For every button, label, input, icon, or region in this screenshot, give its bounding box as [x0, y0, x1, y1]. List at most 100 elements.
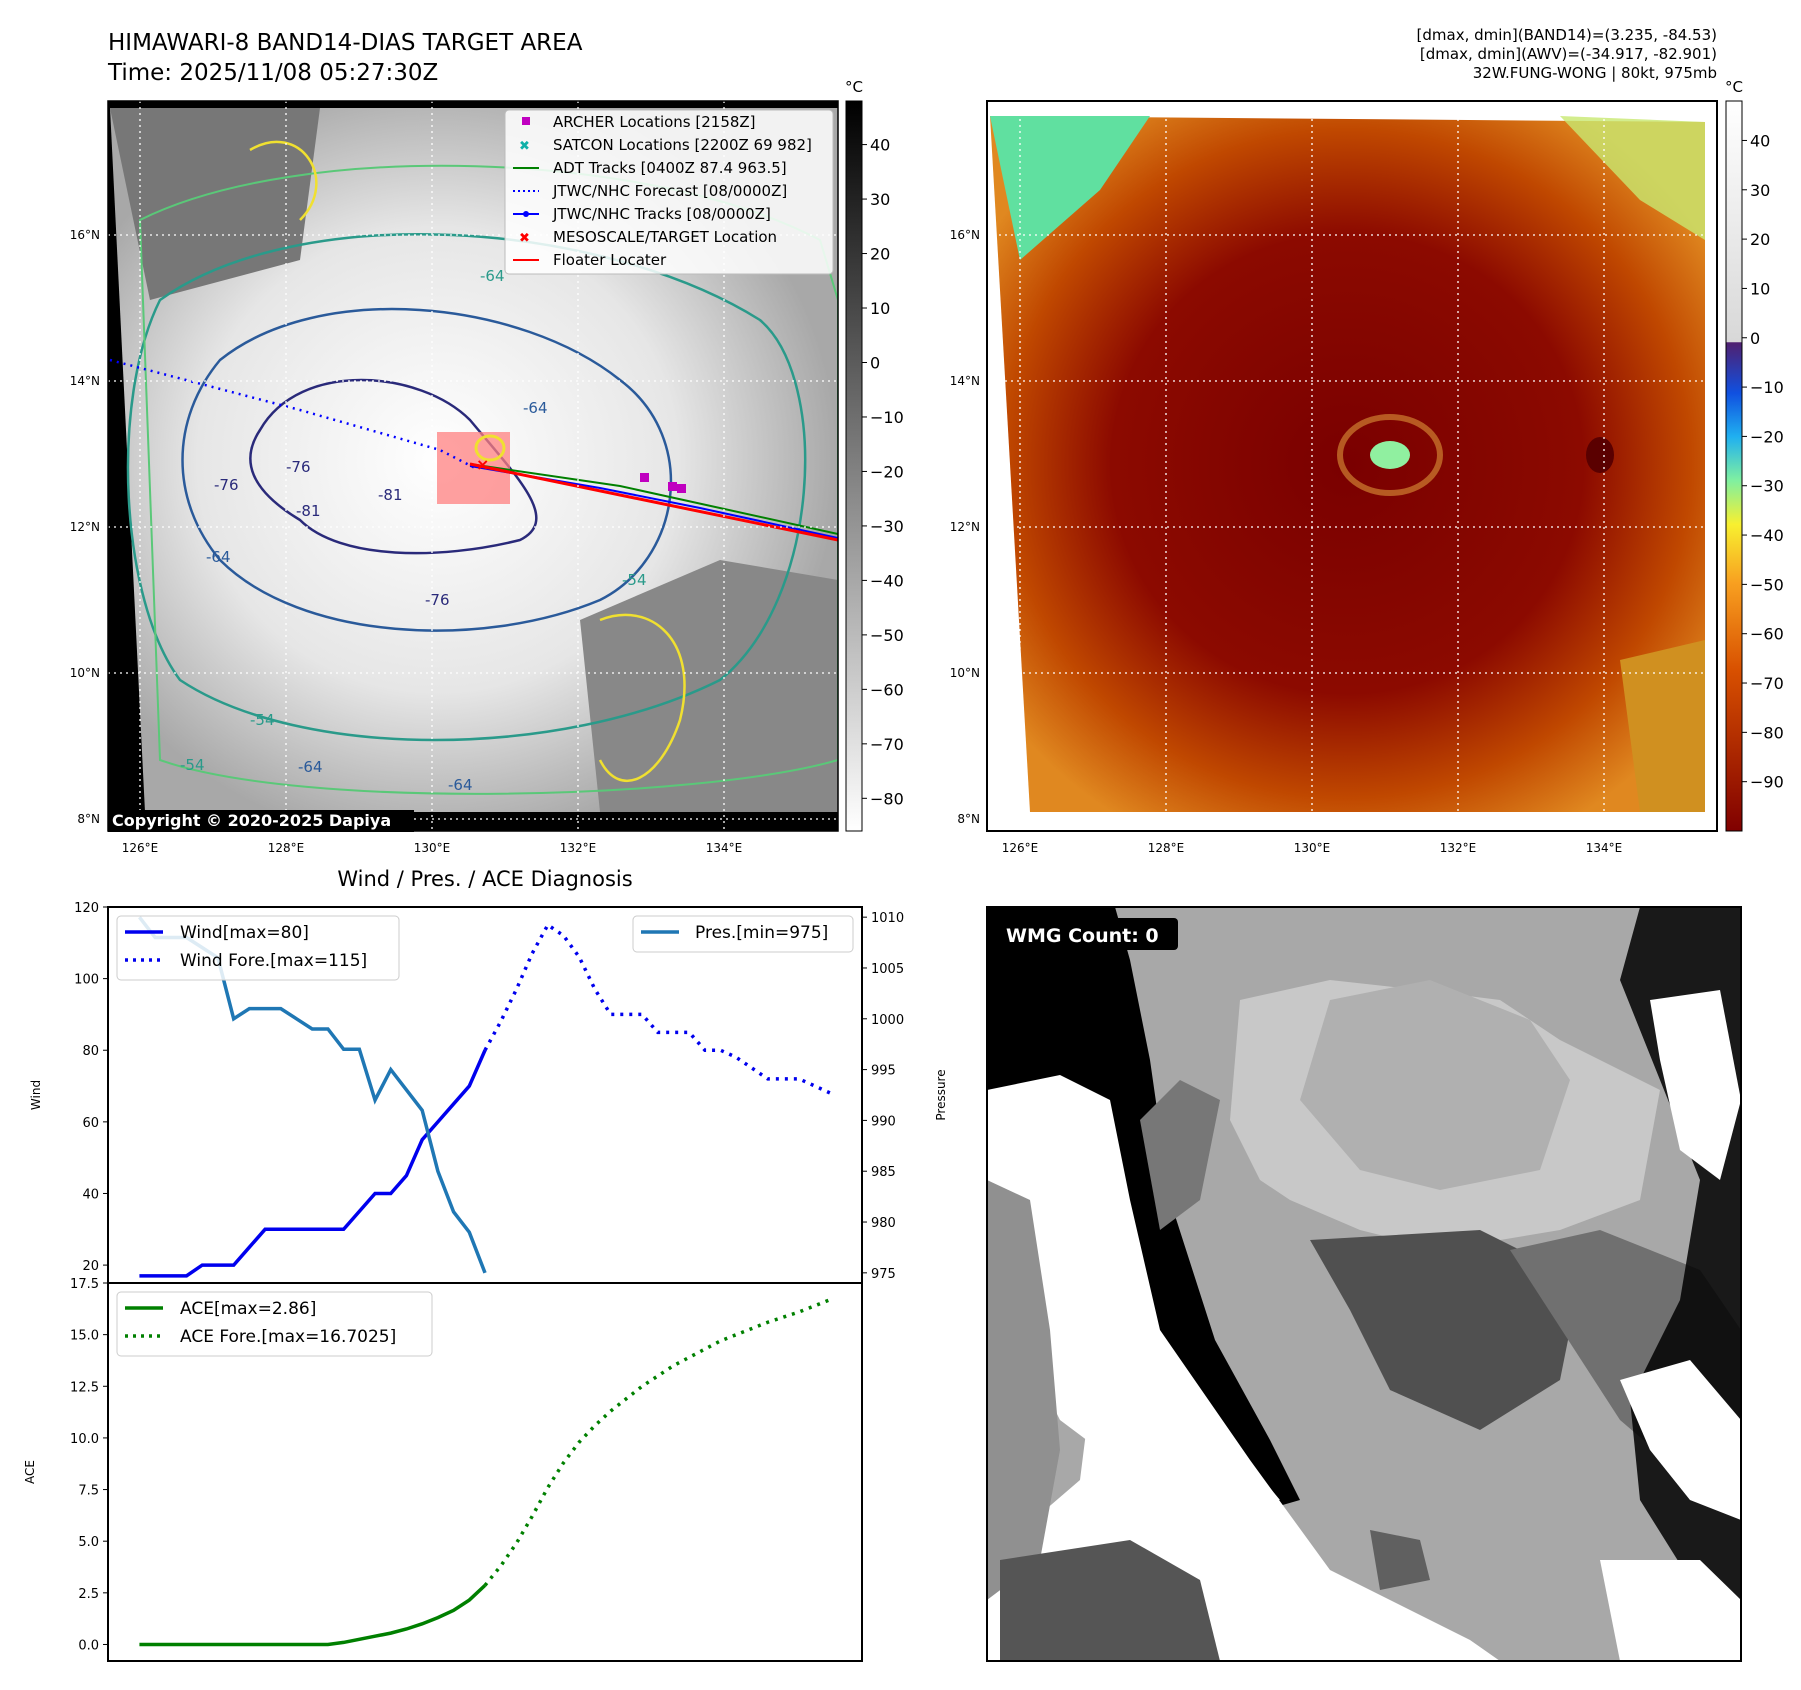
ylabel-wind: Wind [29, 1080, 43, 1110]
legend-ace-fore: ACE Fore.[max=16.7025] [180, 1327, 396, 1347]
wind-pressure-panel: 20 40 60 80 100 120 975 980 985 990 995 1000 1005 10… [29, 901, 948, 1284]
colorbar-right-tick: −10 [1750, 378, 1784, 397]
legend-ace: ACE[max=2.86] [180, 1299, 316, 1319]
contour-label: -76 [286, 458, 311, 476]
colorbar-right-tick: −50 [1750, 575, 1784, 594]
title-line1: HIMAWARI-8 BAND14-DIAS TARGET AREA [108, 30, 583, 56]
lon-tick: 130°E [414, 841, 451, 855]
contour-label: -76 [425, 591, 450, 609]
lat-tick: 10°N [950, 666, 980, 680]
ace-series-line [139, 1584, 487, 1647]
lat-tick: 16°N [70, 228, 100, 242]
wind-tick: 120 [74, 901, 99, 916]
legend-jtwc-tracks: JTWC/NHC Tracks [08/0000Z] [552, 205, 771, 223]
ace-tick: 15.0 [70, 1329, 99, 1344]
contour-label: -64 [480, 267, 505, 285]
colorbar-right-tick: −90 [1750, 773, 1784, 792]
ace-tick: 5.0 [78, 1535, 99, 1550]
pres-tick: 980 [871, 1216, 896, 1231]
lat-tick: 12°N [950, 520, 980, 534]
colorbar-left-tick: 40 [870, 136, 890, 155]
ylabel-ace: ACE [23, 1460, 37, 1484]
map-legend: ✖ ✖ ARCHER Locations [2158Z] SATCON Loca… [504, 109, 834, 275]
ace-tick: 0.0 [78, 1638, 99, 1653]
legend-archer: ARCHER Locations [2158Z] [553, 113, 756, 131]
colorbar-right-tick: −20 [1750, 427, 1784, 446]
ace-tick: 7.5 [78, 1484, 99, 1499]
wind-forecast-line [483, 922, 832, 1095]
colorbar-left-tick: −40 [870, 571, 904, 590]
stats-line1: [dmax, dmin](BAND14)=(3.235, -84.53) [1417, 26, 1717, 44]
lat-tick: 8°N [77, 812, 100, 826]
lon-tick: 132°E [1440, 841, 1477, 855]
colorbar-right-tick: 20 [1750, 230, 1770, 249]
colorbar-left-tick: −80 [870, 789, 904, 808]
legend-wind: Wind[max=80] [180, 923, 309, 943]
colorbar-right-tick: −70 [1750, 674, 1784, 693]
wmg-count: WMG Count: 0 [1006, 925, 1159, 947]
diagnosis-title: Wind / Pres. / ACE Diagnosis [337, 867, 632, 891]
colorbar-left-tick: −30 [870, 517, 904, 536]
colorbar-left-tick: −20 [870, 462, 904, 481]
lat-tick: 10°N [70, 666, 100, 680]
right-map [986, 100, 1718, 832]
contour-label: -76 [214, 476, 239, 494]
contour-label: -81 [378, 486, 403, 504]
lat-tick: 12°N [70, 520, 100, 534]
colorbar-left-tick: 20 [870, 245, 890, 264]
wind-tick: 80 [82, 1044, 99, 1059]
colorbar-left-unit: °C [845, 78, 863, 96]
pres-tick: 990 [871, 1114, 896, 1129]
pres-tick: 985 [871, 1165, 896, 1180]
colorbar-right: °C 40 30 20 10 0 −10 −20 −30 −40 −50 −60 −70 −80 −90 [1725, 78, 1784, 832]
contour-label: -64 [206, 548, 231, 566]
stats-line2: [dmax, dmin](AWV)=(-34.917, -82.901) [1420, 45, 1717, 63]
legend-adt: ADT Tracks [0400Z 87.4 963.5] [553, 159, 787, 177]
pres-tick: 975 [871, 1267, 896, 1282]
legend-mesoscale: MESOSCALE/TARGET Location [553, 228, 777, 246]
colorbar-left-tick: 30 [870, 190, 890, 209]
lon-tick: 132°E [560, 841, 597, 855]
lat-tick: 14°N [70, 374, 100, 388]
colorbar-right-tick: 10 [1750, 279, 1770, 298]
pres-tick: 995 [871, 1064, 896, 1079]
lat-tick: 8°N [957, 812, 980, 826]
colorbar-right-tick: −80 [1750, 723, 1784, 742]
stats-line3: 32W.FUNG-WONG | 80kt, 975mb [1473, 64, 1717, 82]
lon-tick: 126°E [122, 841, 159, 855]
wind-tick: 100 [74, 973, 99, 988]
pres-tick: 1000 [871, 1013, 904, 1028]
colorbar-left-tick: 0 [870, 353, 880, 372]
contour-label: -54 [622, 571, 647, 589]
pres-tick: 1010 [871, 911, 904, 926]
legend-wind-fore: Wind Fore.[max=115] [180, 951, 367, 971]
colorbar-right-tick: 40 [1750, 131, 1770, 150]
colorbar-left-tick: −50 [870, 626, 904, 645]
legend-pres: Pres.[min=975] [695, 923, 828, 943]
ylabel-pressure: Pressure [934, 1069, 948, 1120]
colorbar-right-tick: −40 [1750, 526, 1784, 545]
colorbar-left: °C 40 30 20 10 0 −10 −20 −30 −40 −50 −60 −70 −80 [845, 78, 904, 832]
colorbar-right-tick: −60 [1750, 625, 1784, 644]
colorbar-left-tick: −70 [870, 735, 904, 754]
colorbar-right-tick: 0 [1750, 329, 1760, 348]
svg-text:✖: ✖ [519, 231, 530, 246]
legend-satcon: SATCON Locations [2200Z 69 982] [553, 136, 812, 154]
ace-tick: 10.0 [70, 1432, 99, 1447]
legend-floater: Floater Locater [553, 251, 667, 269]
wmg-panel: WMG Count: 0 [986, 906, 1742, 1662]
contour-label: -64 [523, 399, 548, 417]
lon-tick: 130°E [1294, 841, 1331, 855]
wind-tick: 20 [82, 1259, 99, 1274]
lat-tick: 16°N [950, 228, 980, 242]
wind-tick: 60 [82, 1116, 99, 1131]
svg-text:✖: ✖ [519, 139, 530, 154]
lon-tick: 126°E [1002, 841, 1039, 855]
legend-jtwc-forecast: JTWC/NHC Forecast [08/0000Z] [552, 182, 787, 200]
contour-label: -64 [448, 776, 473, 794]
pres-tick: 1005 [871, 962, 904, 977]
colorbar-right-tick: 30 [1750, 181, 1770, 200]
copyright: Copyright © 2020-2025 Dapiya [112, 811, 391, 830]
colorbar-left-tick: −60 [870, 680, 904, 699]
